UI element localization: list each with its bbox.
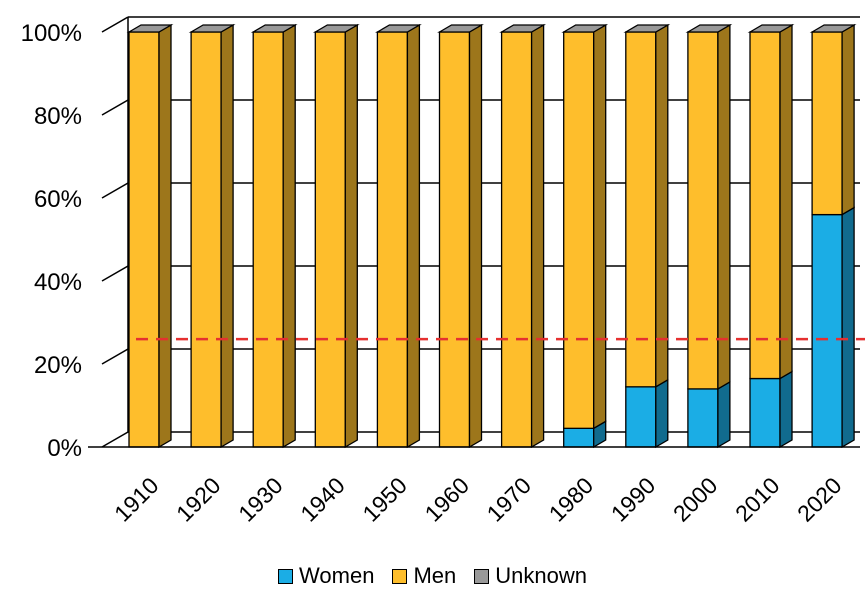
y-tick-label: 0% bbox=[47, 435, 82, 462]
bar-top bbox=[747, 24, 795, 33]
gridline-depth bbox=[101, 431, 129, 448]
bar-top bbox=[499, 24, 547, 33]
bar-top bbox=[809, 24, 857, 33]
bar-men bbox=[128, 31, 160, 448]
x-tick-label: 1910 bbox=[109, 472, 164, 527]
bar-women bbox=[749, 377, 781, 448]
bar-side-men bbox=[530, 23, 545, 449]
y-tick-label: 80% bbox=[34, 103, 82, 130]
x-tick-label: 1980 bbox=[544, 472, 599, 527]
legend-label: Women bbox=[299, 563, 375, 588]
bar-men bbox=[811, 31, 843, 216]
legend-swatch bbox=[392, 568, 408, 584]
x-tick-label: 2020 bbox=[792, 472, 847, 527]
bar-men bbox=[376, 31, 409, 448]
legend-label: Men bbox=[413, 563, 457, 588]
bars bbox=[126, 23, 857, 449]
legend-item: Men bbox=[392, 563, 456, 589]
bar-side-women bbox=[841, 206, 855, 449]
bar-women bbox=[687, 388, 719, 448]
bar-side-men bbox=[717, 23, 731, 391]
bar-top bbox=[437, 24, 484, 33]
bar-top bbox=[623, 24, 671, 33]
bar-side-men bbox=[468, 23, 483, 449]
bar-side-men bbox=[282, 23, 296, 449]
bar-side-men bbox=[344, 23, 358, 449]
bar-side-men bbox=[841, 23, 855, 216]
x-tick-label: 2000 bbox=[668, 472, 723, 527]
y-tick-label: 60% bbox=[34, 186, 82, 213]
stacked-bar-chart: 0%20%40%60%80%100%1910 1920 1930 1940 1950 19… bbox=[21, 16, 865, 527]
legend-item: Unknown bbox=[474, 563, 587, 589]
bar-women bbox=[625, 386, 657, 448]
bar-men bbox=[687, 31, 719, 390]
bar-men bbox=[190, 31, 222, 448]
bar-top bbox=[126, 24, 174, 33]
bar-women bbox=[563, 427, 595, 448]
gridline-depth bbox=[101, 99, 129, 116]
legend-swatch bbox=[278, 568, 294, 584]
bar-top bbox=[561, 24, 609, 33]
bar-top bbox=[685, 24, 733, 33]
legend-item: Women bbox=[278, 563, 374, 589]
bar-top bbox=[312, 24, 360, 33]
bar-men bbox=[252, 31, 284, 448]
bar-men bbox=[625, 31, 657, 388]
bar-side-women bbox=[779, 370, 793, 449]
gridlines bbox=[101, 16, 860, 448]
bar-top bbox=[374, 24, 422, 33]
x-tick-label: 1950 bbox=[357, 472, 412, 527]
bar-side-men bbox=[220, 23, 234, 449]
y-tick-label: 20% bbox=[34, 352, 82, 379]
legend-label: Unknown bbox=[495, 563, 587, 588]
bar-side-men bbox=[779, 23, 793, 380]
bar-men bbox=[563, 31, 595, 429]
bar-men bbox=[314, 31, 346, 448]
legend: Women Men Unknown bbox=[0, 560, 865, 592]
bar-men bbox=[500, 31, 533, 448]
bar-side-men bbox=[655, 23, 669, 388]
gridline-depth bbox=[101, 265, 129, 282]
x-tick-label: 1990 bbox=[606, 472, 661, 527]
bar-men bbox=[749, 31, 781, 380]
gridline-depth bbox=[101, 182, 129, 199]
bar-side-women bbox=[717, 380, 731, 449]
bar-side-men bbox=[593, 23, 607, 430]
gridline-depth bbox=[101, 16, 129, 33]
bar-men bbox=[438, 31, 471, 448]
y-tick-label: 40% bbox=[34, 269, 82, 296]
legend-swatch bbox=[474, 568, 490, 584]
bar-top bbox=[250, 24, 298, 33]
bar-top bbox=[188, 24, 236, 33]
x-tick-label: 1970 bbox=[482, 472, 537, 527]
x-tick-label: 1930 bbox=[233, 472, 288, 527]
y-tick-label: 100% bbox=[21, 20, 82, 47]
bar-side-men bbox=[406, 23, 421, 449]
x-tick-label: 1960 bbox=[419, 472, 474, 527]
gridline-depth bbox=[101, 348, 129, 365]
bar-women bbox=[811, 213, 843, 448]
bar-side-women bbox=[655, 378, 669, 449]
bar-side-men bbox=[158, 23, 172, 449]
x-tick-label: 1920 bbox=[171, 472, 226, 527]
x-tick-label: 2010 bbox=[730, 472, 785, 527]
x-tick-label: 1940 bbox=[295, 472, 350, 527]
